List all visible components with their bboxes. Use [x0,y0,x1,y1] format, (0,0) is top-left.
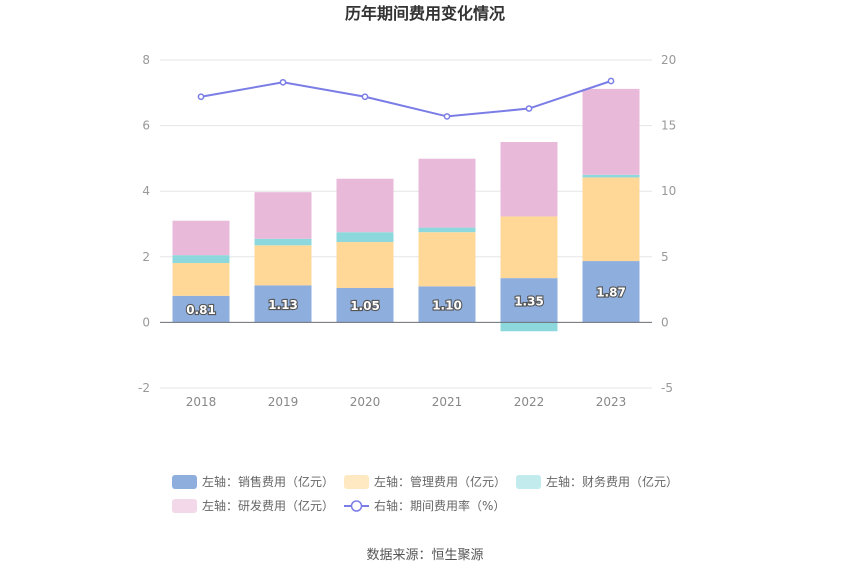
bar-s1-2018 [172,263,230,296]
bar-s3-2022 [500,142,558,217]
data-label-2019: 1.13 [268,298,298,312]
data-labels-group: 0.81 1.13 1.05 1.10 1.35 1.87 [185,285,627,319]
x-tick-2020: 2020 [350,395,381,409]
bar-s1-2021 [418,232,476,287]
bar-s0-2022 [500,278,558,323]
rate-point-2022 [525,105,533,112]
legend-marker-4 [350,500,363,512]
bar-s1-2019 [254,245,312,286]
bar-s0-2018 [172,295,230,323]
legend-swatch-3 [172,499,197,513]
x-tick-2019: 2019 [268,395,299,409]
rate-line [200,80,612,118]
right-tick-0: 20 [661,53,676,67]
bar-s2-2021 [418,227,476,233]
legend-label-3: 左轴：研发费用（亿元） [202,498,334,513]
legend: 左轴：销售费用（亿元） 左轴：管理费用（亿元） 左轴：财务费用（亿元） 左轴：研发费用… [172,474,678,513]
data-label-2018: 0.81 [186,303,216,317]
bar-s0-2021 [418,286,476,323]
source-note: 数据来源：恒生聚源 [366,548,483,563]
bar-s3-2021 [418,158,476,228]
x-tick-2023: 2023 [596,395,627,409]
bar-s3-2023 [582,88,640,175]
rate-point-2020 [361,93,369,101]
bar-s2-2019 [254,238,312,246]
legend-label-4: 右轴：期间费用率（%） [374,498,505,513]
x-tick-2022: 2022 [514,395,545,409]
data-label-2023: 1.87 [596,286,626,300]
legend-label-0: 左轴：销售费用（亿元） [202,474,334,489]
right-tick-5: -5 [661,381,673,395]
bar-s0-2020 [336,287,394,323]
legend-swatch-1 [344,475,369,489]
left-tick-4: 0 [142,315,150,329]
rate-point-2018 [197,93,205,101]
legend-label-1: 左轴：管理费用（亿元） [374,474,506,489]
rate-point-2023 [607,77,615,85]
bar-s3-2018 [172,220,230,256]
legend-swatch-0 [172,475,197,489]
left-tick-0: 8 [142,53,150,67]
legend-swatch-2 [516,475,541,489]
rate-line-group [197,77,615,120]
bar-s3-2020 [336,178,394,233]
left-tick-1: 6 [142,119,150,133]
data-label-2020: 1.05 [350,299,380,313]
right-tick-4: 0 [661,315,669,329]
legend-label-2: 左轴：财务费用（亿元） [546,474,678,489]
bar-s1-2022 [500,216,558,279]
left-tick-5: -2 [138,381,150,395]
bar-s3-2019 [254,192,312,239]
rate-point-2019 [279,78,287,86]
data-label-2022: 1.35 [514,294,544,308]
bar-s2-2022 [500,322,558,332]
bar-s2-2018 [172,255,230,264]
bar-s2-2020 [336,232,394,243]
x-tick-2018: 2018 [186,395,217,409]
data-label-2021: 1.10 [432,298,462,312]
rate-point-2021 [443,113,451,120]
bar-s1-2023 [582,177,640,262]
bar-s1-2020 [336,242,394,288]
right-tick-3: 5 [661,250,669,264]
left-tick-3: 2 [142,250,150,264]
right-tick-2: 10 [661,184,676,198]
right-tick-1: 15 [661,119,676,133]
bar-s0-2023 [582,261,640,323]
chart-title: 历年期间费用变化情况 [345,4,505,23]
bars-group [172,88,640,332]
x-tick-2021: 2021 [432,395,463,409]
bar-s2-2023 [582,174,640,178]
bar-s0-2019 [254,285,312,323]
grid-lines [160,59,652,389]
left-tick-2: 4 [142,184,150,198]
